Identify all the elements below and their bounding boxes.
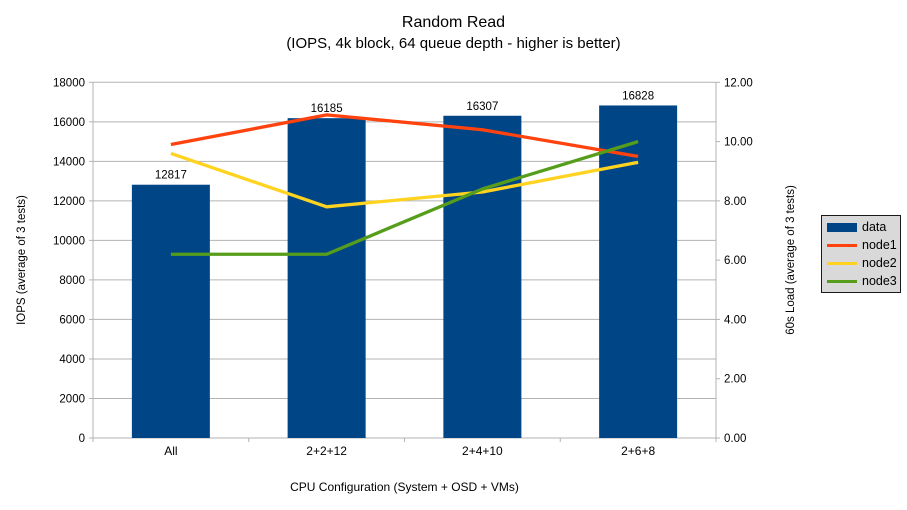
y-left-tick-label: 10000 [53,235,85,247]
y-axis-title-left: IOPS (average of 3 tests) [16,195,28,325]
legend-item-node1: node1 [822,236,900,254]
bar-data [443,115,522,439]
legend-item-node2: node2 [822,254,900,272]
x-tick-label: 2+6+8 [621,444,655,458]
legend-swatch-node3 [827,279,857,283]
x-axis-title: CPU Configuration (System + OSD + VMs) [290,480,519,494]
legend-item-node3: node3 [822,272,900,290]
y-right-tick-label: 2.00 [724,374,746,386]
y-right-tick-label: 4.00 [724,314,746,326]
chart-subtitle: (IOPS, 4k block, 64 queue depth - higher… [286,35,621,52]
y-right-tick-label: 0.00 [724,433,746,445]
line-node2 [170,151,639,209]
legend-swatch-node2 [827,261,857,265]
bar-value-label: 16185 [311,103,343,115]
legend-label-node1: node1 [862,238,897,252]
y-right-tick-label: 6.00 [724,255,746,267]
y-left-tick-label: 8000 [59,275,85,287]
x-tick-label: 2+4+10 [462,444,503,458]
bar-data [287,118,366,439]
legend-item-data: data [822,218,900,236]
y-right-tick-label: 10.00 [724,137,753,149]
bar-value-label: 16828 [622,90,654,102]
legend: data node1 node2 node3 [821,215,901,293]
legend-label-node3: node3 [862,274,897,288]
y-right-tick-label: 12.00 [724,77,753,89]
y-left-tick-label: 14000 [53,156,85,168]
bar-value-label: 16307 [466,101,498,113]
y-left-tick-label: 4000 [59,354,85,366]
line-node3 [170,140,639,256]
y-right-tick-label: 8.00 [724,196,746,208]
bar-value-label: 12817 [155,170,187,182]
x-tick-label: All [164,444,177,458]
line-node1 [170,113,639,159]
legend-label-data: data [862,220,887,234]
y-left-tick-label: 16000 [53,117,85,129]
y-left-tick-label: 12000 [53,196,85,208]
y-axis-title-right: 60s Load (average of 3 tests) [785,185,797,335]
legend-swatch-node1 [827,243,857,247]
legend-label-node2: node2 [862,256,897,270]
chart-title: Random Read [401,14,506,31]
x-tick-label: 2+2+12 [306,444,347,458]
bar-data [599,105,678,438]
bar-data [131,184,210,438]
y-left-tick-label: 18000 [53,77,85,89]
y-left-tick-label: 0 [79,433,85,445]
y-left-tick-label: 2000 [59,393,85,405]
legend-swatch-data [827,222,857,232]
y-left-tick-label: 6000 [59,314,85,326]
